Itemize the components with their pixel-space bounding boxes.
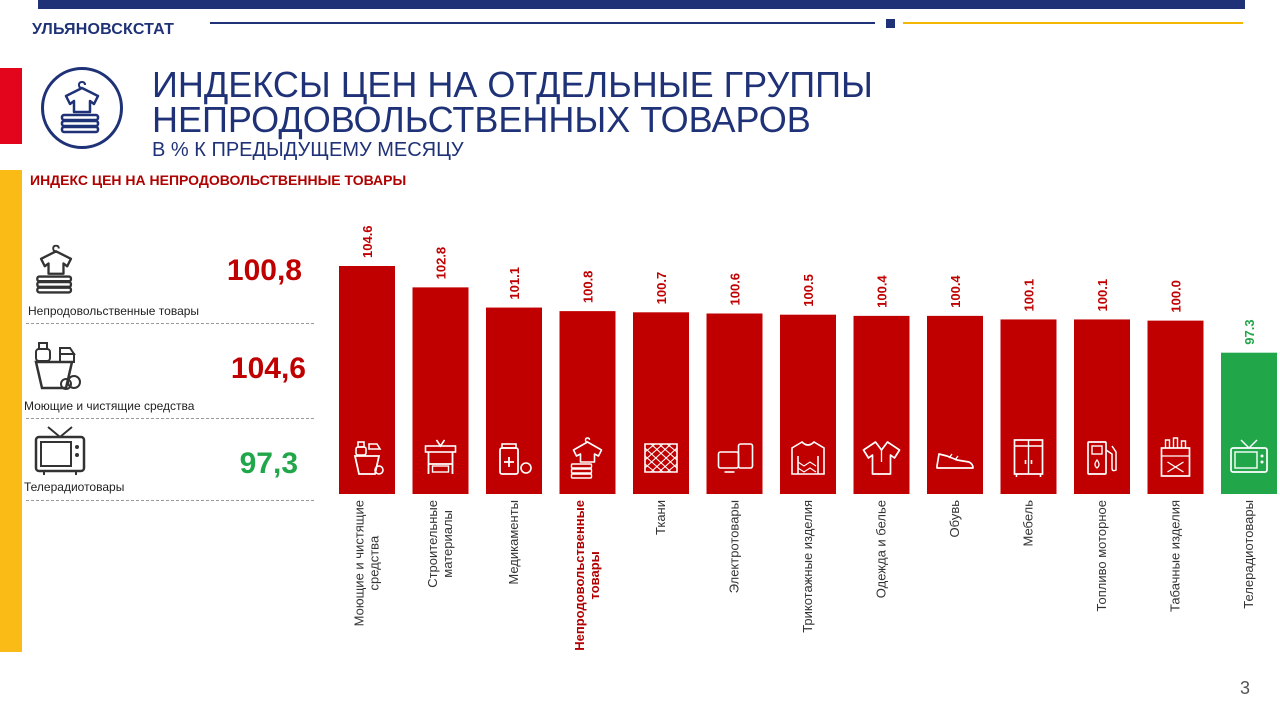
header-rule: [210, 22, 875, 24]
bar-3: [486, 307, 542, 494]
category-label-1: средства: [367, 535, 382, 590]
clothes-icon: [570, 437, 603, 479]
category-label-12: Табачные изделия: [1168, 500, 1183, 612]
value-label-4: 100.8: [581, 271, 596, 304]
page-subtitle: В % К ПРЕДЫДУЩЕМУ МЕСЯЦУ: [152, 139, 464, 161]
fabric-icon: [644, 443, 678, 473]
kpi-divider: [26, 418, 314, 419]
section-label: ИНДЕКС ЦЕН НА НЕПРОДОВОЛЬСТВЕННЫЕ ТОВАРЫ: [30, 172, 407, 188]
value-label-7: 100.5: [801, 274, 816, 307]
bar-12: [1147, 320, 1204, 494]
bar-8: [853, 315, 910, 494]
value-label-13: 97.3: [1242, 319, 1257, 344]
electronics-icon: [717, 443, 754, 473]
value-label-2: 102.8: [434, 247, 449, 280]
value-label-9: 100.4: [948, 275, 963, 308]
category-label-3: Медикаменты: [506, 500, 521, 585]
bar-1: [339, 266, 395, 494]
bar-9: [927, 315, 983, 494]
tv-icon: [32, 425, 88, 482]
category-label-13: Телерадиотовары: [1241, 500, 1256, 609]
category-label-6: Электротовары: [727, 500, 742, 593]
clothes-icon: [28, 242, 84, 303]
category-label-2: Строительные: [425, 500, 440, 588]
category-label-4: Непродовольственные: [572, 500, 587, 651]
wardrobe-icon: [1013, 439, 1044, 477]
value-label-8: 100.4: [875, 275, 890, 308]
bar-5: [633, 312, 689, 494]
pills-icon: [499, 443, 532, 475]
sweater-icon: [791, 440, 825, 475]
tools-icon: [424, 439, 457, 474]
kpi-label-tv: Телерадиотовары: [24, 480, 125, 494]
category-label-10: Мебель: [1021, 500, 1036, 547]
page-title-line1: ИНДЕКСЫ ЦЕН НА ОТДЕЛЬНЫЕ ГРУППЫ: [152, 64, 873, 105]
kpi-value-detergents: 104,6: [230, 352, 306, 385]
bar-2: [412, 287, 469, 494]
cigarettes-icon: [1160, 437, 1191, 477]
category-label-1: Моющие и чистящие: [352, 500, 367, 626]
title-accent: [0, 68, 22, 144]
page-title-line2: НЕПРОДОВОЛЬСТВЕННЫХ ТОВАРОВ: [152, 99, 811, 140]
value-label-12: 100.0: [1169, 280, 1184, 313]
value-label-11: 100.1: [1095, 279, 1110, 312]
fuel-icon: [1087, 441, 1117, 475]
top-accent-bar: [38, 0, 1245, 9]
category-label-4: товары: [587, 551, 602, 599]
kpi-divider: [26, 500, 314, 501]
detergent-icon: [30, 338, 86, 399]
shoe-icon: [936, 453, 974, 469]
kpi-divider: [26, 323, 314, 324]
bar-11: [1074, 319, 1130, 494]
page-number: 3: [1240, 678, 1251, 698]
category-label-2: материалы: [440, 510, 455, 578]
shirt-icon: [862, 441, 901, 475]
bar-4: [559, 311, 616, 494]
category-label-8: Одежда и белье: [874, 500, 889, 598]
value-label-1: 104.6: [360, 225, 375, 258]
kpi-label-detergents: Моющие и чистящие средства: [24, 399, 195, 413]
value-label-6: 100.6: [728, 273, 743, 306]
header-rule-square: [886, 19, 895, 28]
value-label-10: 100.1: [1022, 279, 1037, 312]
value-label-3: 101.1: [507, 267, 522, 300]
bar-6: [706, 313, 763, 494]
category-label-5: Ткани: [653, 500, 668, 535]
category-label-11: Топливо моторное: [1094, 500, 1109, 611]
kpi-label-nonfood: Непродовольственные товары: [28, 304, 200, 318]
bar-7: [780, 314, 836, 494]
value-label-5: 100.7: [654, 272, 669, 305]
content-accent: [0, 170, 22, 652]
tv-icon: [1230, 439, 1268, 473]
clothes-icon: [60, 80, 100, 134]
brand-name: УЛЬЯНОВСКСТАТ: [32, 21, 175, 38]
kpi-value-tv: 97,3: [239, 447, 298, 480]
title-logo: [41, 67, 123, 149]
header-rule-gold: [903, 22, 1243, 24]
category-label-9: Обувь: [947, 500, 962, 538]
kpi-value-nonfood: 100,8: [226, 254, 302, 287]
detergent-icon: [353, 441, 384, 475]
category-label-7: Трикотажные изделия: [800, 500, 815, 633]
